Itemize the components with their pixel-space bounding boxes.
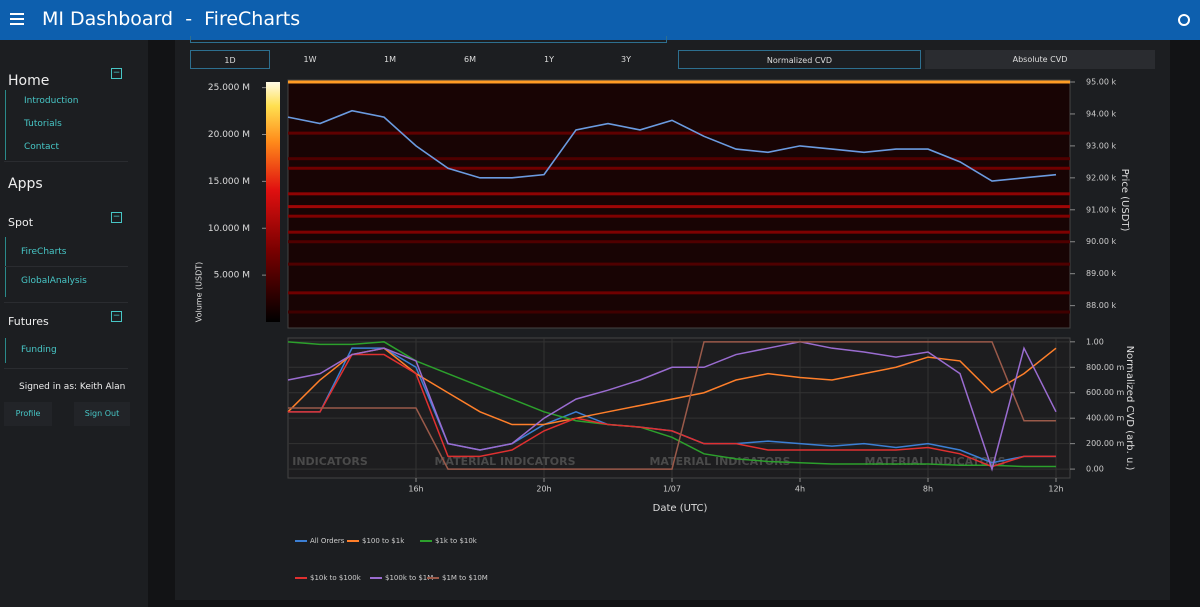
x-tick-label: 16h <box>408 485 423 494</box>
heat-level <box>288 192 1070 196</box>
menu-icon[interactable] <box>10 13 24 25</box>
legend-label: $1k to $10k <box>435 537 478 545</box>
y-axis-label: Price (USDT) <box>1119 169 1130 232</box>
heat-level <box>288 262 1070 266</box>
heat-level <box>288 166 1070 170</box>
heat-level <box>288 131 1070 135</box>
y-tick-label: 89.00 k <box>1086 269 1116 278</box>
collapse-button[interactable]: − <box>111 311 122 322</box>
range-button[interactable]: 6M <box>464 55 476 64</box>
y-tick-label: 94.00 k <box>1086 109 1116 118</box>
signed-in: Signed in as: Keith Alan <box>19 382 126 392</box>
legend-item[interactable]: $100 to $1k <box>347 537 405 545</box>
nav-heading: Spot <box>8 216 34 229</box>
y-tick-label: 92.00 k <box>1086 173 1116 182</box>
heat-level <box>288 240 1070 244</box>
cvd-line <box>288 353 1056 468</box>
legend-label: $10k to $100k <box>310 574 362 582</box>
legend-item[interactable]: $1k to $10k <box>420 537 478 545</box>
mode-button[interactable]: Normalized CVD <box>678 50 921 69</box>
colorbar-tick-label: 25.000 M <box>208 83 250 93</box>
watermark: MATERIAL INDICATORS <box>864 455 1005 468</box>
legend-label: $100k to $1M <box>385 574 433 582</box>
collapse-button[interactable]: − <box>111 68 122 79</box>
range-button[interactable]: 1M <box>384 55 396 64</box>
y-tick-label: 400.00 m <box>1086 414 1125 423</box>
dropdown[interactable] <box>190 36 667 43</box>
heat-level <box>288 214 1070 218</box>
legend-item[interactable]: $10k to $100k <box>295 574 362 582</box>
collapse-button[interactable]: − <box>111 212 122 223</box>
range-button[interactable]: 3Y <box>621 55 631 64</box>
heat-level <box>288 310 1070 314</box>
colorbar-tick-label: 20.000 M <box>208 130 250 140</box>
nav-heading: Apps <box>8 176 43 192</box>
nav-link[interactable]: Funding <box>21 345 57 355</box>
sign-out-button[interactable]: Sign Out <box>74 402 130 426</box>
legend-label: All Orders <box>310 537 345 545</box>
y-tick-label: 800.00 m <box>1086 363 1125 372</box>
watermark: MATERIAL INDICATORS <box>434 455 575 468</box>
watermark: INDICATORS <box>292 455 368 468</box>
colorbar <box>266 82 280 322</box>
nav-heading: Futures <box>8 315 49 328</box>
y-tick-label: 95.00 k <box>1086 78 1116 87</box>
status-icon[interactable] <box>1177 13 1191 27</box>
nav-link[interactable]: Tutorials <box>24 119 62 129</box>
x-axis-label: Date (UTC) <box>653 503 708 514</box>
nav-link[interactable]: GlobalAnalysis <box>21 276 87 286</box>
legend-item[interactable]: $1M to $10M <box>427 574 488 582</box>
x-tick-label: 20h <box>536 485 551 494</box>
x-tick-label: 12h <box>1048 485 1063 494</box>
nav-link[interactable]: Contact <box>24 142 60 152</box>
y-axis-label: Normalized CVD (arb. u.) <box>1124 346 1135 471</box>
y-tick-label: 200.00 m <box>1086 439 1125 448</box>
x-tick-label: 1/07 <box>663 485 681 494</box>
heat-level <box>288 230 1070 234</box>
legend-label: $1M to $10M <box>442 574 488 582</box>
y-tick-label: 93.00 k <box>1086 141 1116 150</box>
y-tick-label: 1.00 <box>1086 337 1104 346</box>
mode-button[interactable]: Absolute CVD <box>925 50 1155 69</box>
legend-item[interactable]: All Orders <box>295 537 345 545</box>
y-tick-label: 600.00 m <box>1086 388 1125 397</box>
colorbar-tick-label: 5.000 M <box>214 271 250 281</box>
nav-link[interactable]: FireCharts <box>21 247 67 257</box>
colorbar-tick-label: 15.000 M <box>208 177 250 187</box>
app-title: MI Dashboard - FireCharts <box>42 8 301 30</box>
range-button[interactable]: 1Y <box>544 55 554 64</box>
heat-level <box>288 205 1070 209</box>
range-button[interactable]: 1D <box>190 50 270 69</box>
y-tick-label: 90.00 k <box>1086 237 1116 246</box>
cvd-line <box>288 341 1056 470</box>
legend-label: $100 to $1k <box>362 537 405 545</box>
profile-button[interactable]: Profile <box>4 402 52 426</box>
price-line <box>287 109 1057 182</box>
nav-link[interactable]: Introduction <box>24 96 79 106</box>
nav-heading: Home <box>8 73 50 89</box>
x-tick-label: 8h <box>923 485 933 494</box>
y-tick-label: 0.00 <box>1086 465 1104 474</box>
heat-level <box>288 157 1070 161</box>
sidebar: Home − Introduction Tutorials Contact Ap… <box>0 40 148 607</box>
legend-item[interactable]: $100k to $1M <box>370 574 433 582</box>
range-button[interactable]: 1W <box>303 55 317 64</box>
watermark: MATERIAL INDICATORS <box>649 455 790 468</box>
colorbar-tick-label: 10.000 M <box>208 224 250 234</box>
heat-level <box>288 291 1070 295</box>
heatmap-area <box>287 79 1071 329</box>
cvd-line <box>287 341 1057 472</box>
header: MI Dashboard - FireCharts <box>0 0 1200 40</box>
x-tick-label: 4h <box>795 485 805 494</box>
heat-level <box>288 80 1070 84</box>
colorbar-label: Volume (USDT) <box>195 262 204 323</box>
y-tick-label: 91.00 k <box>1086 205 1116 214</box>
y-tick-label: 88.00 k <box>1086 301 1116 310</box>
